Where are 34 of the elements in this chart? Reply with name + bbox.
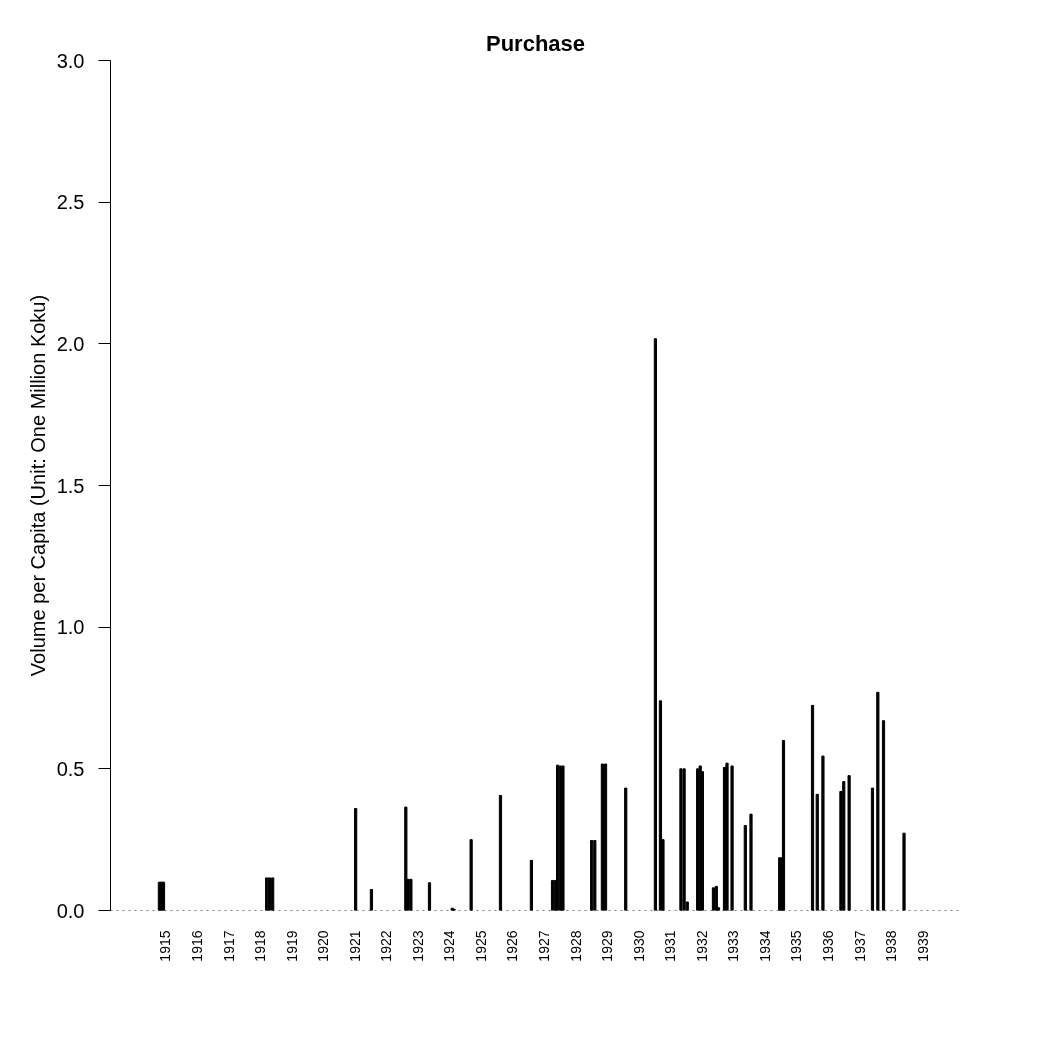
y-axis-title: Volume per Capita (Unit: One Million Koku) (26, 294, 49, 677)
x-tick-label: 1918 (252, 930, 269, 962)
x-tick-label: 1927 (536, 930, 553, 962)
x-tick-label: 1924 (441, 930, 458, 962)
x-tick-label: 1930 (630, 930, 647, 962)
x-tick-label: 1917 (220, 930, 237, 962)
x-tick-label: 1922 (378, 930, 395, 962)
y-tick-label: 0.5 (56, 757, 85, 780)
y-tick-label: 1.0 (56, 616, 85, 639)
x-tick-label: 1916 (188, 930, 205, 962)
x-tick-label: 1920 (315, 930, 332, 962)
x-tick-label: 1933 (725, 930, 742, 962)
y-tick-label: 2.5 (56, 191, 85, 214)
x-tick-label: 1921 (346, 930, 363, 962)
chart-title: Purchase (485, 30, 586, 56)
x-tick-label: 1931 (662, 930, 679, 962)
x-tick-label: 1938 (883, 930, 900, 962)
x-tick-label: 1935 (788, 930, 805, 962)
x-tick-label: 1919 (283, 930, 300, 962)
x-tick-label: 1936 (819, 930, 836, 962)
y-tick-label: 2.0 (56, 332, 85, 355)
x-tick-label: 1934 (756, 930, 773, 962)
y-tick-label: 0.0 (56, 899, 85, 922)
x-tick-label: 1925 (472, 930, 489, 962)
x-tick-label: 1923 (409, 930, 426, 962)
x-tick-label: 1915 (157, 930, 174, 962)
x-tick-label: 1928 (567, 930, 584, 962)
y-tick-label: 1.5 (56, 474, 85, 497)
x-tick-label: 1929 (599, 930, 616, 962)
x-tick-label: 1939 (914, 930, 931, 962)
x-tick-label: 1932 (693, 930, 710, 962)
x-tick-label: 1937 (851, 930, 868, 962)
x-tick-label: 1926 (504, 930, 521, 962)
y-tick-label: 3.0 (56, 49, 85, 72)
